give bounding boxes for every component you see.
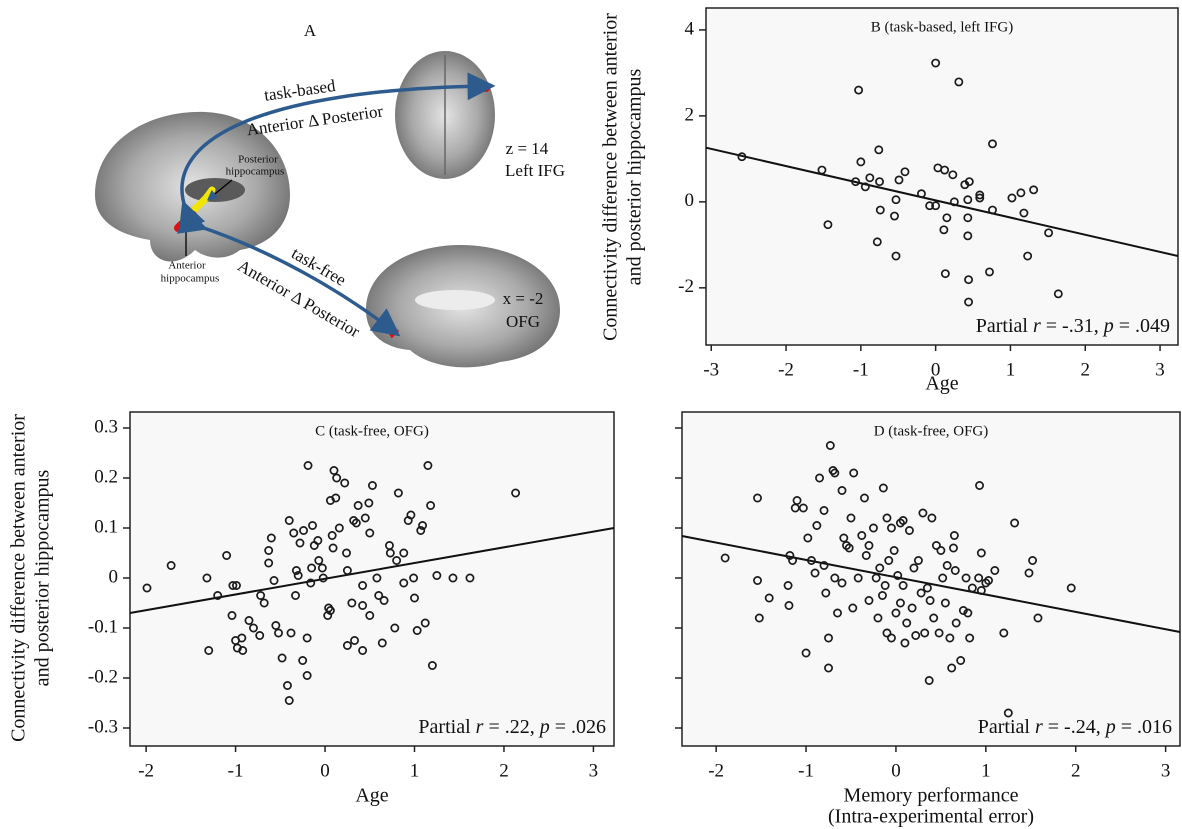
x-tick-label: 3 bbox=[589, 760, 599, 781]
annotation: Partial r = -.31, p = .049 bbox=[976, 315, 1170, 337]
x-tick-label: 2 bbox=[1080, 359, 1090, 380]
scatter-panel: C (task-free, OFG) -0.3 -0.2 -0.1 0 0.1 0.2 0.3… bbox=[8, 412, 614, 807]
y-tick-label: 0.1 bbox=[94, 516, 118, 537]
annotation-part: = .049 bbox=[1114, 315, 1170, 337]
anterior-label: hippocampus bbox=[161, 273, 220, 285]
x-tick-label: 1 bbox=[981, 760, 991, 781]
annotation-part: p bbox=[538, 716, 550, 738]
task-based-contrast: Anterior Δ Posterior bbox=[245, 101, 384, 139]
annotation-part: = .22, bbox=[483, 716, 539, 738]
x-axis-title: (Intra-experimental error) bbox=[828, 806, 1034, 828]
y-tick-label: 0 bbox=[685, 190, 695, 211]
ifg-name: Left IFG bbox=[505, 161, 565, 180]
annotation: Partial r = -.24, p = .016 bbox=[978, 716, 1172, 738]
panel-title: C (task-free, OFG) bbox=[315, 423, 429, 439]
posterior-label: Posterior bbox=[238, 154, 278, 166]
ifg-coordinate: z = 14 bbox=[506, 139, 549, 158]
x-axis-title: Memory performance bbox=[844, 785, 1019, 807]
x-axis-title: Age bbox=[355, 785, 388, 807]
anterior-label: Anterior bbox=[168, 260, 206, 272]
x-tick-label: 2 bbox=[499, 760, 509, 781]
y-tick-label: -0.2 bbox=[88, 666, 118, 687]
annotation-part: r bbox=[1033, 315, 1041, 337]
x-tick-label: -1 bbox=[853, 359, 869, 380]
y-tick-label: -0.1 bbox=[88, 616, 118, 637]
x-tick-label: -1 bbox=[228, 760, 244, 781]
plot-area bbox=[682, 412, 1180, 746]
x-tick-label: 2 bbox=[1071, 760, 1081, 781]
y-axis-title: and posterior hippocampus bbox=[32, 469, 54, 686]
annotation-part: r bbox=[1035, 716, 1043, 738]
annotation-part: = .016 bbox=[1116, 716, 1172, 738]
y-tick-label: 0.2 bbox=[94, 466, 118, 487]
annotation-part: Partial bbox=[976, 315, 1033, 337]
y-tick-label: 0.3 bbox=[94, 416, 118, 437]
page: A Posterior hippocampus Anterior hippoca… bbox=[0, 0, 1182, 829]
y-tick-label: 4 bbox=[685, 18, 695, 39]
y-axis-title: Connectivity difference between anterior bbox=[600, 13, 622, 341]
annotation-part: p bbox=[1102, 315, 1114, 337]
x-tick-label: 1 bbox=[1006, 359, 1016, 380]
x-tick-label: 0 bbox=[320, 760, 330, 781]
x-tick-label: -1 bbox=[798, 760, 814, 781]
panel-title: D (task-free, OFG) bbox=[874, 423, 989, 439]
scatter-panel: D (task-free, OFG) -2 -1 0 1 2 3 Memory perform… bbox=[675, 412, 1180, 828]
y-tick-label: -0.3 bbox=[88, 716, 118, 737]
annotation-part: Partial bbox=[978, 716, 1035, 738]
x-tick-label: 3 bbox=[1161, 760, 1171, 781]
x-tick-label: -2 bbox=[778, 359, 794, 380]
annotation-part: = .026 bbox=[550, 716, 606, 738]
annotation-part: = -.24, bbox=[1043, 716, 1106, 738]
panel-title: B (task-based, left IFG) bbox=[871, 19, 1013, 35]
annotation-part: p bbox=[1104, 716, 1116, 738]
plot-area bbox=[706, 8, 1178, 345]
ofg-coordinate: x = -2 bbox=[503, 289, 544, 308]
corpus-callosum bbox=[415, 290, 495, 310]
x-tick-label: -3 bbox=[703, 359, 719, 380]
x-tick-label: 3 bbox=[1155, 359, 1165, 380]
x-tick-label: 0 bbox=[891, 760, 901, 781]
annotation-part: Partial bbox=[418, 716, 475, 738]
posterior-label: hippocampus bbox=[226, 166, 285, 178]
y-axis-title: and posterior hippocampus bbox=[624, 68, 646, 285]
annotation: Partial r = .22, p = .026 bbox=[418, 716, 606, 738]
x-tick-label: 1 bbox=[410, 760, 420, 781]
plot-area bbox=[130, 412, 614, 746]
annotation-part: = -.31, bbox=[1041, 315, 1104, 337]
y-axis-title: Connectivity difference between anterior bbox=[8, 414, 30, 742]
x-tick-label: -2 bbox=[708, 760, 724, 781]
panel-a: A Posterior hippocampus Anterior hippoca… bbox=[95, 21, 565, 367]
ofg-name: OFG bbox=[506, 312, 540, 331]
panel-label: A bbox=[304, 21, 317, 40]
y-tick-label: 0 bbox=[109, 566, 119, 587]
x-tick-label: -2 bbox=[138, 760, 154, 781]
x-axis-title: Age bbox=[925, 373, 958, 395]
figure: A Posterior hippocampus Anterior hippoca… bbox=[0, 0, 1182, 829]
y-tick-label: -2 bbox=[678, 276, 694, 297]
y-tick-label: 2 bbox=[685, 104, 695, 125]
annotation-part: r bbox=[476, 716, 484, 738]
